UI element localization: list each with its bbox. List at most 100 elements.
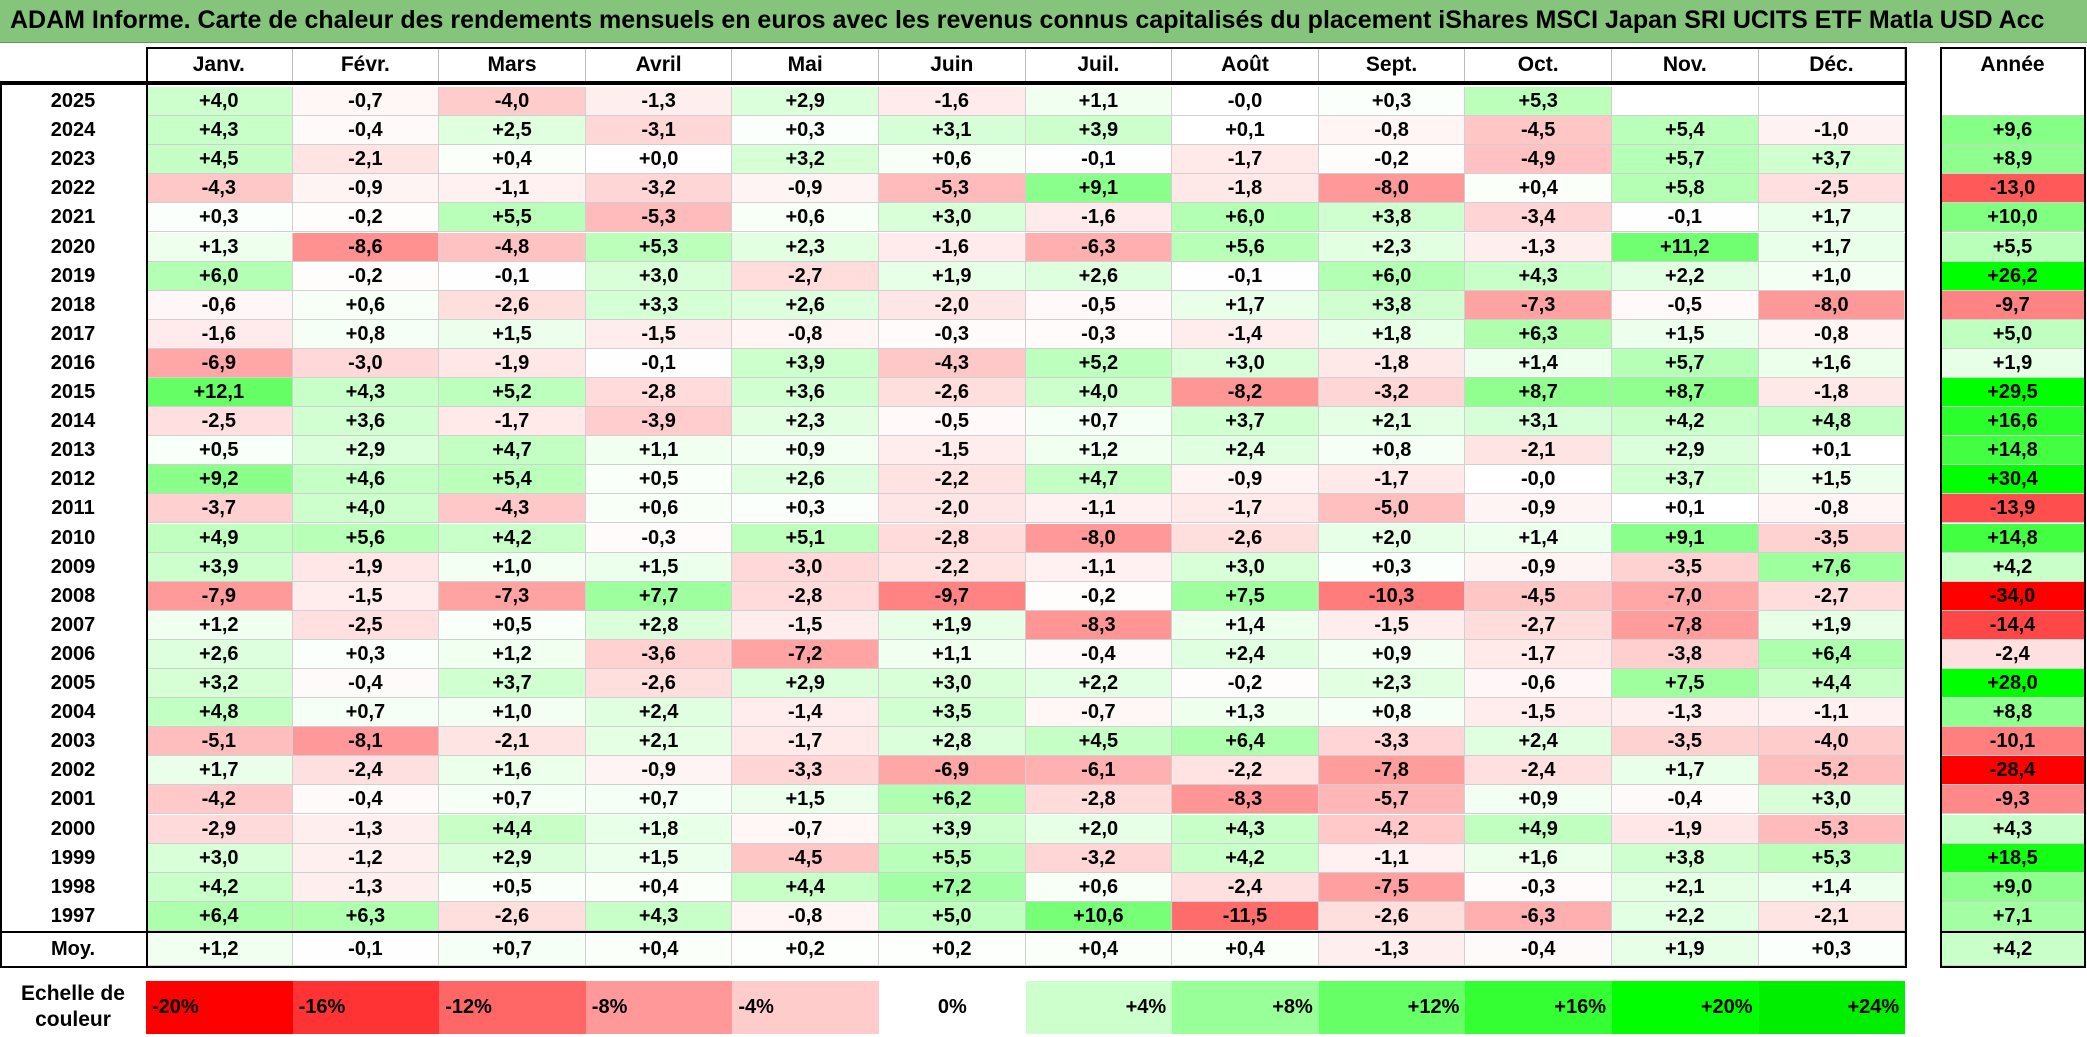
annual-cell: -13,9: [1940, 494, 2086, 524]
annual-cell: -13,0: [1940, 174, 2086, 204]
heatmap-cell: +4,4: [1758, 669, 1906, 699]
heatmap-cell: -0,9: [292, 174, 440, 204]
row-label-year: 2020: [50, 235, 96, 258]
heatmap-cell: +8,7: [1612, 378, 1759, 408]
average-cell: +0,4: [585, 933, 733, 966]
heatmap-cell: -0,9: [1465, 494, 1612, 524]
heatmap-cell: -3,7: [146, 494, 293, 524]
heatmap-cell: -2,6: [1172, 523, 1319, 553]
heatmap-cell: -0,1: [439, 261, 586, 291]
average-cell: -0,1: [292, 933, 440, 966]
column-header: Août: [1172, 47, 1319, 83]
heatmap-cell: -11,5: [1172, 901, 1319, 931]
average-cell: +0,2: [732, 933, 879, 966]
heatmap-cell: -2,2: [879, 465, 1026, 495]
row-label-year: 2000: [50, 817, 96, 840]
color-scale-swatch: +12%: [1318, 981, 1466, 1034]
heatmap-cell: -1,5: [1465, 698, 1612, 728]
heatmap-cell: -0,7: [732, 814, 879, 844]
heatmap-cell: -0,5: [1025, 290, 1173, 320]
heatmap-cell: +2,1: [1612, 872, 1759, 902]
row-label-year: 2008: [50, 584, 96, 607]
row-label-year: 2013: [50, 439, 96, 462]
heatmap-cell: -6,9: [879, 756, 1026, 786]
heatmap-cell: +2,9: [292, 436, 440, 466]
heatmap-cell: -2,6: [439, 901, 586, 931]
row-label-year: 1997: [50, 904, 96, 927]
heatmap-cell: -2,8: [732, 581, 879, 611]
heatmap-cell: +6,0: [1172, 203, 1319, 233]
heatmap-cell: +4,0: [292, 494, 440, 524]
column-header: Janv.: [146, 47, 293, 83]
annual-cell: -2,4: [1940, 639, 2086, 669]
color-scale-swatch: +24%: [1758, 981, 1906, 1034]
heatmap-cell: -1,8: [1318, 348, 1466, 378]
heatmap-cell: -3,5: [1612, 552, 1759, 582]
row-label-year: 2006: [50, 642, 96, 665]
row-label-year: 2018: [50, 293, 96, 316]
heatmap-cell: +1,8: [585, 814, 733, 844]
heatmap-cell: +4,3: [292, 378, 440, 408]
heatmap-cell: -4,2: [146, 785, 293, 815]
heatmap-cell: -1,7: [1465, 639, 1612, 669]
heatmap-cell: -8,3: [1172, 785, 1319, 815]
heatmap-cell: -0,1: [1025, 145, 1173, 175]
heatmap-cell: -2,2: [879, 552, 1026, 582]
row-label-average: Moy.: [50, 938, 96, 960]
color-scale-swatch: +8%: [1172, 981, 1319, 1034]
heatmap-cell: -3,0: [292, 348, 440, 378]
heatmap-cell: +4,8: [1758, 407, 1906, 437]
heatmap-cell: -0,8: [732, 901, 879, 931]
heatmap-cell: +8,7: [1465, 378, 1612, 408]
average-cell: +0,4: [1025, 933, 1173, 966]
row-label-year: 2012: [50, 468, 96, 491]
heatmap-cell: +2,0: [1318, 523, 1466, 553]
heatmap-cell: -1,8: [1172, 174, 1319, 204]
annual-cell: +18,5: [1940, 843, 2086, 873]
heatmap-cell: -0,9: [732, 174, 879, 204]
heatmap-cell: -4,3: [146, 174, 293, 204]
row-label-year: 2024: [50, 119, 96, 142]
heatmap-cell: -7,3: [439, 581, 586, 611]
annual-cell: +8,8: [1940, 698, 2086, 728]
heatmap-cell: +2,6: [146, 639, 293, 669]
heatmap-cell: +3,7: [1758, 145, 1906, 175]
heatmap-cell: +4,2: [1172, 843, 1319, 873]
heatmap-cell: +6,3: [1465, 319, 1612, 349]
heatmap-cell: -9,7: [879, 581, 1026, 611]
color-scale-swatch: +16%: [1465, 981, 1612, 1034]
heatmap-cell: -0,3: [879, 319, 1026, 349]
heatmap-cell: -0,2: [1318, 145, 1466, 175]
heatmap-cell: +0,5: [439, 610, 586, 640]
annual-cell: +10,0: [1940, 203, 2086, 233]
heatmap-cell: -2,7: [1465, 610, 1612, 640]
color-scale-swatch: +20%: [1612, 981, 1759, 1034]
heatmap-cell: +3,9: [146, 552, 293, 582]
heatmap-cell: -3,9: [585, 407, 733, 437]
heatmap-cell: -2,6: [585, 669, 733, 699]
heatmap-cell: +1,8: [1318, 319, 1466, 349]
heatmap-cell: -0,0: [1172, 87, 1319, 117]
heatmap-cell: +1,5: [732, 785, 879, 815]
color-scale-swatch: -16%: [292, 981, 440, 1034]
heatmap-cell: +3,9: [879, 814, 1026, 844]
heatmap-cell: +4,6: [292, 465, 440, 495]
heatmap-cell: -1,7: [732, 727, 879, 757]
annual-cell: -9,3: [1940, 785, 2086, 815]
heatmap-cell: +2,8: [585, 610, 733, 640]
row-label-year: 1999: [50, 846, 96, 869]
heatmap-cell: -0,6: [146, 290, 293, 320]
color-scale-label: Echelle de couleur: [21, 982, 125, 1031]
heatmap-cell: +5,6: [1172, 232, 1319, 262]
heatmap-cell: -1,4: [732, 698, 879, 728]
heatmap-cell: -0,3: [1465, 872, 1612, 902]
heatmap-cell: -3,5: [1612, 727, 1759, 757]
heatmap-cell: -2,2: [1172, 756, 1319, 786]
annual-cell: +14,8: [1940, 523, 2086, 553]
heatmap-cell: +4,9: [1465, 814, 1612, 844]
heatmap-cell: -1,6: [146, 319, 293, 349]
heatmap-cell: +1,6: [1758, 348, 1906, 378]
annual-cell: -10,1: [1940, 727, 2086, 757]
heatmap-cell: +1,1: [1025, 87, 1173, 117]
heatmap-cell: -4,0: [1758, 727, 1906, 757]
